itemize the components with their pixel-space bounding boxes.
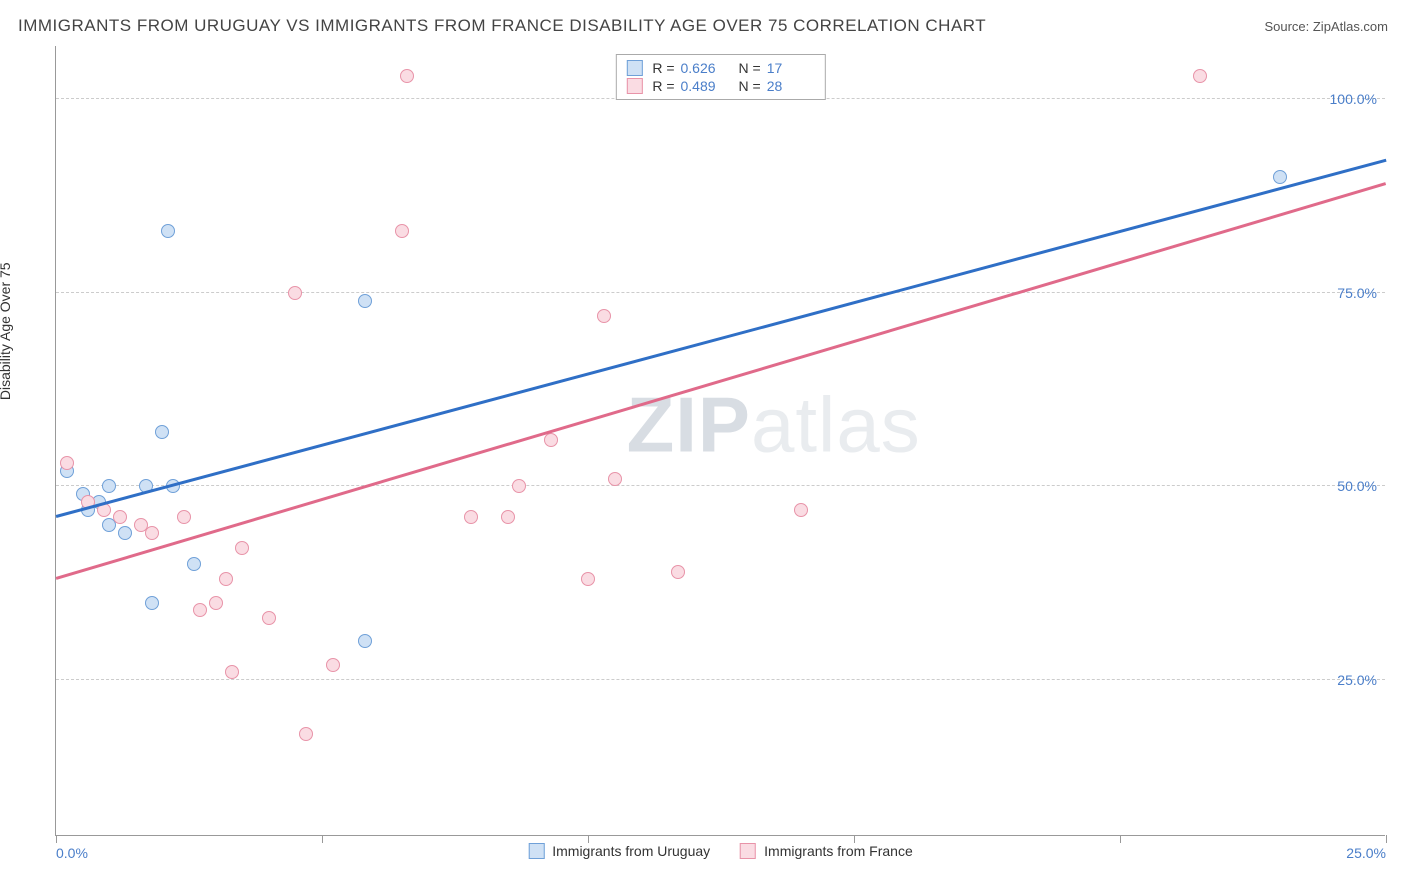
- source-prefix: Source:: [1264, 19, 1312, 34]
- data-point-france: [262, 611, 276, 625]
- n-value-uruguay: 17: [767, 60, 815, 76]
- gridline: [56, 679, 1385, 680]
- data-point-france: [581, 572, 595, 586]
- data-point-france: [400, 69, 414, 83]
- gridline: [56, 292, 1385, 293]
- data-point-france: [794, 503, 808, 517]
- source-attribution: Source: ZipAtlas.com: [1264, 19, 1388, 34]
- watermark-dark: ZIP: [627, 380, 751, 468]
- data-point-france: [326, 658, 340, 672]
- x-tick: [322, 835, 323, 843]
- data-point-uruguay: [118, 526, 132, 540]
- data-point-france: [145, 526, 159, 540]
- r-value-uruguay: 0.626: [681, 60, 729, 76]
- x-tick: [1386, 835, 1387, 843]
- data-point-france: [464, 510, 478, 524]
- watermark-light: atlas: [751, 380, 921, 468]
- r-label: R =: [652, 60, 674, 76]
- x-tick: [588, 835, 589, 843]
- legend-label-uruguay: Immigrants from Uruguay: [552, 843, 710, 859]
- data-point-france: [288, 286, 302, 300]
- x-tick-label: 0.0%: [56, 845, 88, 861]
- data-point-france: [219, 572, 233, 586]
- legend-item-uruguay: Immigrants from Uruguay: [528, 843, 710, 859]
- data-point-france: [395, 224, 409, 238]
- data-point-france: [60, 456, 74, 470]
- data-point-france: [209, 596, 223, 610]
- stats-row-uruguay: R = 0.626 N = 17: [626, 59, 814, 77]
- data-point-france: [671, 565, 685, 579]
- data-point-france: [1193, 69, 1207, 83]
- chart-title: IMMIGRANTS FROM URUGUAY VS IMMIGRANTS FR…: [18, 16, 986, 36]
- data-point-france: [113, 510, 127, 524]
- x-tick-label: 25.0%: [1346, 845, 1386, 861]
- data-point-uruguay: [155, 425, 169, 439]
- data-point-france: [608, 472, 622, 486]
- n-label: N =: [739, 60, 761, 76]
- data-point-uruguay: [1273, 170, 1287, 184]
- watermark: ZIPatlas: [627, 379, 921, 470]
- chart-container: Disability Age Over 75 ZIPatlas R = 0.62…: [10, 46, 1396, 876]
- y-tick-label: 75.0%: [1337, 285, 1377, 301]
- data-point-france: [299, 727, 313, 741]
- y-tick-label: 50.0%: [1337, 478, 1377, 494]
- stats-row-france: R = 0.489 N = 28: [626, 77, 814, 95]
- plot-area: ZIPatlas R = 0.626 N = 17 R = 0.489 N = …: [55, 46, 1385, 836]
- y-tick-label: 25.0%: [1337, 672, 1377, 688]
- swatch-uruguay-icon: [626, 60, 642, 76]
- data-point-uruguay: [187, 557, 201, 571]
- data-point-uruguay: [102, 479, 116, 493]
- data-point-france: [235, 541, 249, 555]
- legend-item-france: Immigrants from France: [740, 843, 913, 859]
- chart-header: IMMIGRANTS FROM URUGUAY VS IMMIGRANTS FR…: [10, 10, 1396, 46]
- n-value-france: 28: [767, 78, 815, 94]
- x-tick: [854, 835, 855, 843]
- y-tick-label: 100.0%: [1330, 91, 1377, 107]
- data-point-france: [193, 603, 207, 617]
- trend-line-uruguay: [56, 159, 1387, 518]
- r-value-france: 0.489: [681, 78, 729, 94]
- stats-legend: R = 0.626 N = 17 R = 0.489 N = 28: [615, 54, 825, 100]
- data-point-france: [544, 433, 558, 447]
- n-label: N =: [739, 78, 761, 94]
- data-point-france: [597, 309, 611, 323]
- data-point-france: [177, 510, 191, 524]
- data-point-uruguay: [145, 596, 159, 610]
- swatch-uruguay-icon: [528, 843, 544, 859]
- data-point-france: [501, 510, 515, 524]
- source-name: ZipAtlas.com: [1313, 19, 1388, 34]
- legend-label-france: Immigrants from France: [764, 843, 913, 859]
- swatch-france-icon: [626, 78, 642, 94]
- x-tick: [56, 835, 57, 843]
- y-axis-label: Disability Age Over 75: [0, 262, 13, 400]
- data-point-france: [512, 479, 526, 493]
- swatch-france-icon: [740, 843, 756, 859]
- data-point-uruguay: [358, 634, 372, 648]
- data-point-uruguay: [358, 294, 372, 308]
- data-point-uruguay: [161, 224, 175, 238]
- trend-line-france: [56, 182, 1387, 579]
- x-tick: [1120, 835, 1121, 843]
- data-point-france: [225, 665, 239, 679]
- r-label: R =: [652, 78, 674, 94]
- gridline: [56, 485, 1385, 486]
- series-legend: Immigrants from Uruguay Immigrants from …: [528, 843, 913, 859]
